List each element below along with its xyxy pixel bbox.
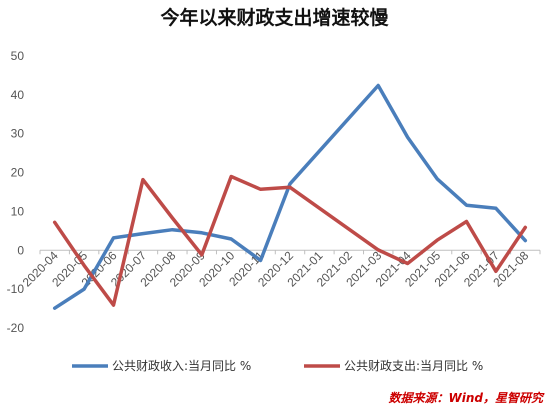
series-layer	[52, 83, 528, 310]
y-tick-label: 0	[17, 243, 24, 257]
legend-label: 公共财政收入:当月同比 %	[112, 359, 251, 373]
legend-label: 公共财政支出:当月同比 %	[344, 359, 483, 373]
series-line-1	[52, 83, 528, 310]
y-tick-label: 30	[11, 127, 25, 141]
y-tick-label: 10	[11, 204, 25, 218]
y-axis: -20 -10 0 10 20 30 40 50	[7, 49, 25, 335]
y-tick-label: 50	[11, 49, 25, 63]
series-line-2	[52, 174, 528, 307]
chart-title: 今年以来财政支出增速较慢	[159, 6, 389, 29]
y-tick-label: 20	[11, 166, 25, 180]
source-note: 数据来源：Wind，星智研究	[389, 391, 545, 405]
y-tick-label: 40	[11, 88, 25, 102]
legend: 公共财政收入:当月同比 % 公共财政支出:当月同比 %	[72, 359, 483, 373]
y-tick-label: -10	[7, 282, 25, 296]
y-tick-label: -20	[7, 321, 25, 335]
